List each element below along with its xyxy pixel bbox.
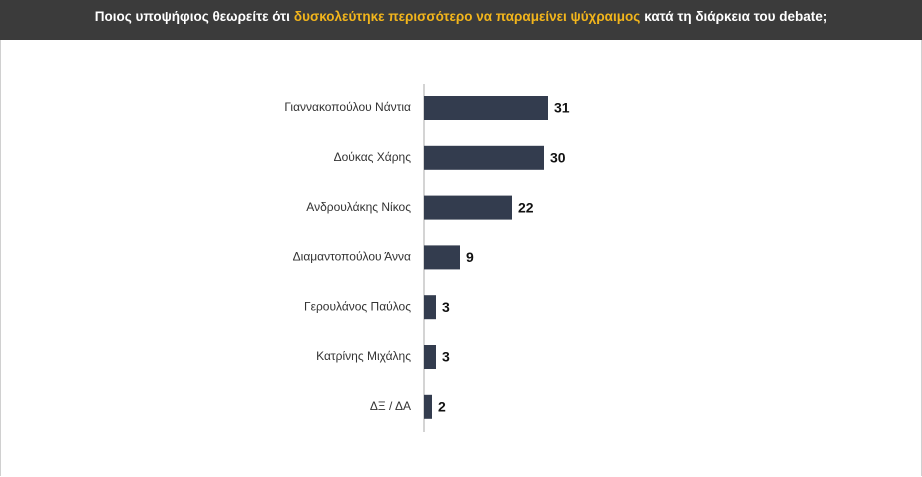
category-label: Διαμαντοπούλου Άννα [293,250,411,264]
bar [424,394,432,419]
category-label: Ανδρουλάκης Νίκος [306,200,411,214]
value-label: 2 [438,399,446,415]
value-label: 22 [518,199,534,215]
bar [424,195,512,220]
bar [424,145,544,170]
value-label: 3 [442,299,450,315]
bar [424,345,436,369]
category-label: Δούκας Χάρης [334,150,412,164]
bar [424,245,460,270]
value-label: 30 [550,150,566,166]
value-label: 31 [554,100,570,116]
header: Ποιος υποψήφιος θεωρείτε ότι δυσκολεύτηκε… [0,0,922,40]
bar [424,96,548,120]
value-label: 9 [466,249,474,265]
category-label: Κατρίνης Μιχάλης [316,349,411,363]
title-part: Ποιος υποψήφιος θεωρείτε ότι [94,9,290,24]
category-label: Γιαννακοπούλου Νάντια [284,100,411,114]
bar [424,295,436,320]
category-label: ΔΞ / ΔΑ [370,399,411,413]
value-label: 3 [442,349,450,365]
title-part: κατά τη διάρκεια του debate; [644,9,828,24]
category-label: Γερουλάνος Παύλος [304,299,411,313]
title-highlight: δυσκολεύτηκε περισσότερο να παραμείνει ψ… [293,9,641,24]
